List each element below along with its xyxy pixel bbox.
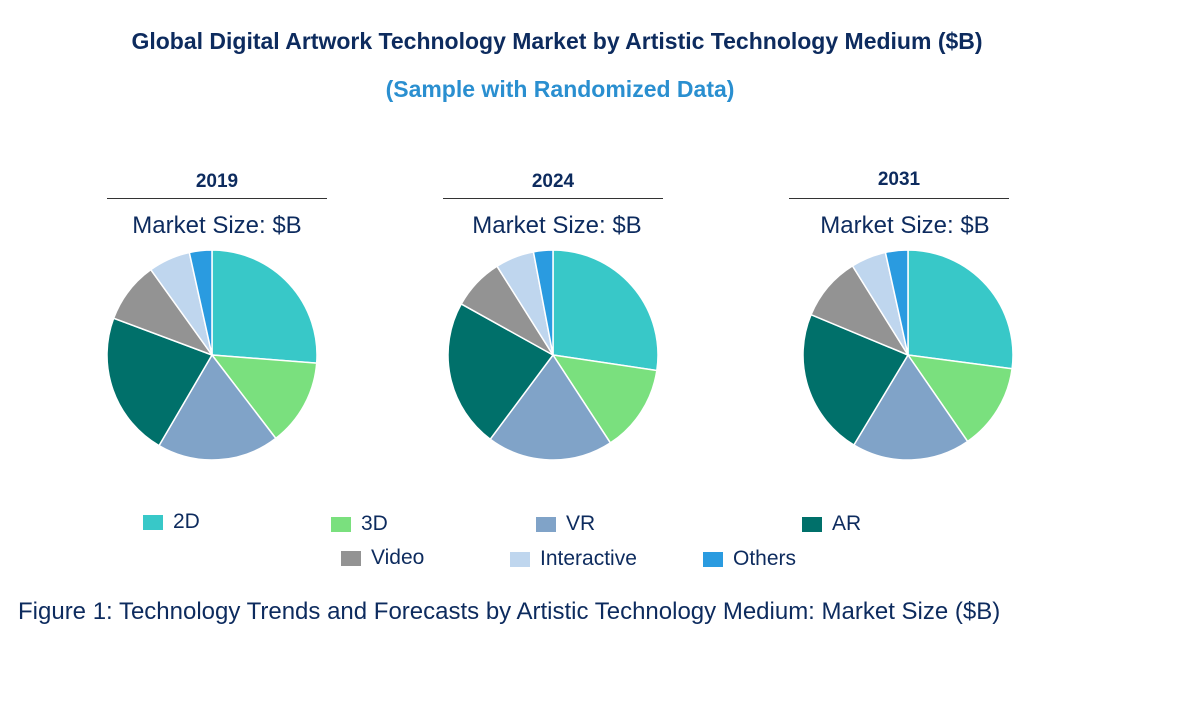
year-rule-2024 [443, 198, 663, 199]
pie-slice-2024-2d [552, 249, 659, 372]
legend-label-2d: 2D [173, 510, 200, 533]
market-size-label-2019: Market Size: $B [132, 212, 302, 239]
year-rule-2019 [107, 198, 327, 199]
pie-slice-2019-2d [211, 249, 318, 364]
legend-item-2d: 2D [143, 510, 200, 534]
pie-slice-2031-others [884, 249, 909, 356]
market-size-label-2031: Market Size: $B [820, 212, 990, 239]
legend-item-3d: 3D [331, 512, 388, 536]
year-rule-2031 [789, 198, 1009, 199]
pie-slice-2031-2d [907, 249, 1014, 370]
legend-swatch-3d [331, 516, 351, 532]
legend-label-video: Video [371, 546, 425, 569]
pie-slice-2024-others [532, 249, 554, 356]
legend-swatch-2d [143, 514, 163, 530]
pie-slice-2031-ar [802, 313, 910, 446]
pie-slice-2031-3d [906, 354, 1013, 443]
chart-title: Global Digital Artwork Technology Market… [131, 28, 983, 54]
legend-swatch-others [703, 551, 723, 567]
pie-slice-2024-vr [489, 353, 612, 461]
legend-swatch-ar [802, 516, 822, 532]
pie-slice-2019-others [188, 249, 213, 356]
pie-slice-2019-ar [106, 317, 214, 447]
year-label-2031: 2031 [877, 169, 921, 190]
legend-item-interactive: Interactive [510, 547, 637, 571]
market-size-label-2024: Market Size: $B [472, 212, 642, 239]
legend-label-vr: VR [566, 512, 596, 535]
legend-label-interactive: Interactive [540, 547, 637, 570]
legend-swatch-interactive [510, 551, 530, 567]
legend-label-others: Others [733, 547, 797, 570]
pie-slice-2031-vr [852, 353, 969, 461]
legend-item-video: Video [341, 546, 424, 570]
figure-caption: Figure 1: Technology Trends and Forecast… [18, 598, 1001, 625]
legend-item-vr: VR [536, 512, 595, 536]
legend-item-others: Others [703, 547, 796, 571]
legend-swatch-video [341, 550, 361, 566]
legend-label-ar: AR [832, 512, 862, 535]
year-label-2024: 2024 [531, 171, 575, 192]
legend-swatch-vr [536, 516, 556, 532]
pie-slice-2019-vr [158, 353, 277, 461]
pie-slice-2024-ar [447, 302, 555, 441]
legend-item-ar: AR [802, 512, 861, 536]
pie-slice-2024-3d [551, 354, 658, 444]
chart-subtitle: (Sample with Randomized Data) [385, 76, 735, 102]
year-label-2019: 2019 [195, 171, 239, 192]
pie-slice-2019-3d [210, 354, 318, 440]
legend-label-3d: 3D [361, 512, 388, 535]
